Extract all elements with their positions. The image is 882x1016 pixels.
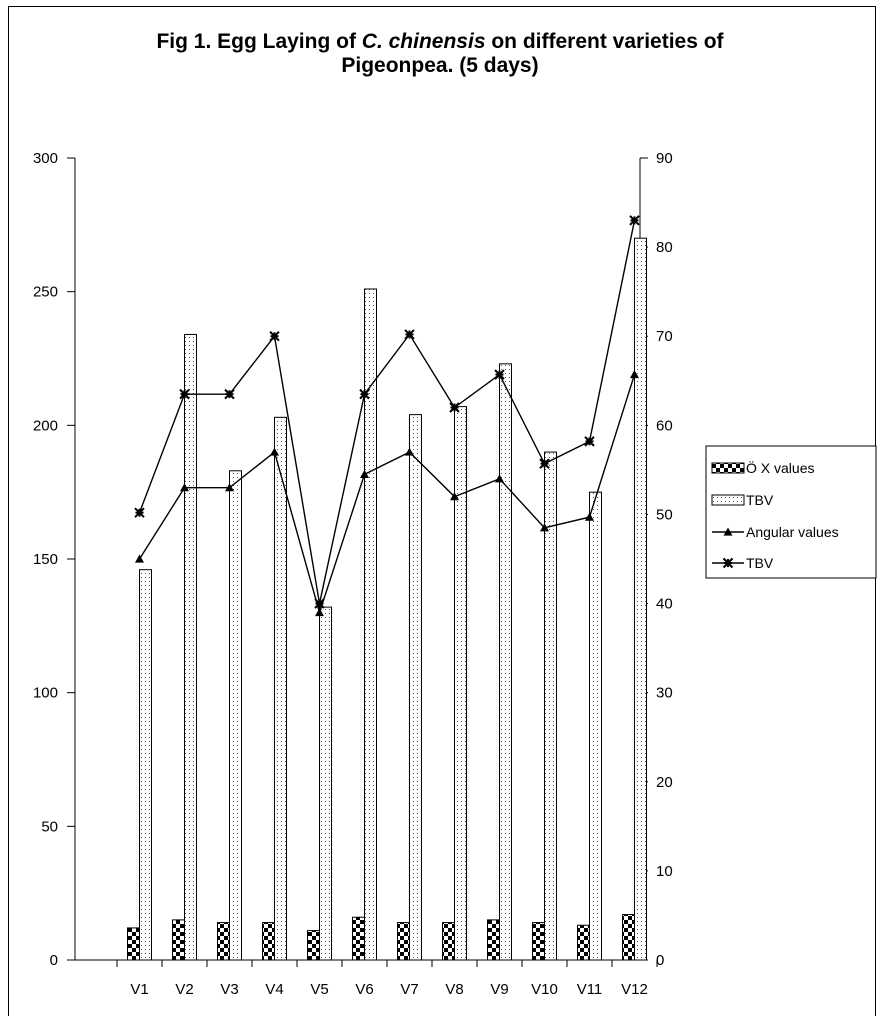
x-axis-tick-label: V11 — [577, 981, 603, 998]
bar — [487, 919, 500, 961]
x-axis-tick-label: V2 — [175, 981, 193, 998]
x-axis-tick-label: V7 — [400, 981, 418, 998]
bar — [577, 924, 590, 961]
bar — [454, 406, 467, 961]
bars — [127, 237, 647, 961]
bar — [532, 922, 545, 961]
title-part-1: Fig 1. Egg Laying of — [156, 30, 362, 53]
point-star — [629, 215, 640, 226]
x-axis-tick-label: V3 — [220, 981, 238, 998]
right-axis-tick-label: 70 — [656, 328, 673, 345]
bar — [499, 363, 512, 961]
point-triangle — [360, 469, 369, 478]
point-star — [494, 369, 505, 380]
title-part-2: on different varieties of — [485, 30, 724, 53]
bar — [409, 414, 422, 961]
bar — [307, 930, 320, 961]
point-triangle — [585, 512, 594, 521]
bar — [229, 470, 242, 961]
bar — [184, 333, 197, 961]
point-triangle — [495, 474, 504, 483]
bar — [139, 569, 152, 961]
bar — [544, 451, 557, 961]
point-star — [539, 458, 550, 469]
point-triangle — [315, 607, 324, 617]
x-axis-tick-label: V12 — [621, 981, 648, 998]
bar — [589, 491, 602, 961]
bar — [217, 922, 230, 961]
point-star — [359, 388, 370, 400]
left-axis-tick-label: 0 — [50, 952, 58, 969]
x-axis-tick-label: V10 — [531, 981, 558, 998]
legend-label: Ö X values — [746, 459, 814, 476]
chart-title: Fig 1. Egg Laying of C. chinensis on dif… — [60, 30, 820, 78]
axes: 0 50 100 150 200 250 300 0 10 20 30 40 50 60 70 80 90 V1 V… — [33, 150, 673, 998]
point-star — [269, 331, 280, 342]
title-species: C. chinensis — [361, 30, 486, 53]
point-triangle — [135, 554, 144, 563]
bar — [127, 927, 140, 961]
point-star — [224, 388, 235, 400]
right-axis-tick-label: 30 — [656, 685, 673, 702]
legend-label: TBV — [746, 492, 774, 508]
bar — [364, 288, 377, 961]
x-axis-tick-label: V9 — [490, 981, 508, 998]
point-star — [134, 507, 145, 518]
left-axis-tick-label: 50 — [41, 818, 58, 835]
point-triangle — [405, 447, 414, 456]
right-axis-tick-label: 50 — [656, 506, 673, 523]
right-axis-tick-label: 60 — [656, 417, 673, 434]
left-axis-tick-label: 150 — [33, 551, 58, 568]
legend-swatch — [711, 462, 745, 474]
x-axis-tick-label: V6 — [355, 981, 373, 998]
legend-marker — [722, 557, 734, 569]
bar — [262, 922, 275, 961]
right-axis-tick-label: 40 — [656, 596, 673, 613]
legend-label: Angular values — [746, 524, 839, 540]
point-star — [179, 388, 190, 400]
left-axis-tick-label: 200 — [33, 417, 58, 434]
right-axis-tick-label: 20 — [656, 774, 673, 791]
bar — [172, 919, 185, 961]
x-axis-tick-label: V4 — [265, 981, 283, 998]
left-axis-tick-label: 100 — [33, 685, 58, 702]
point-star — [584, 436, 595, 447]
legend-swatch — [711, 494, 745, 506]
point-star — [449, 402, 460, 413]
x-axis-tick-label: V1 — [130, 981, 148, 998]
point-triangle — [180, 483, 189, 492]
point-triangle — [450, 492, 459, 501]
series-line — [138, 374, 636, 615]
legend-label: TBV — [746, 555, 774, 571]
point-triangle — [270, 447, 279, 456]
left-axis-tick-label: 250 — [33, 284, 58, 301]
lines — [134, 215, 640, 617]
right-axis-tick-label: 90 — [656, 150, 673, 167]
point-triangle — [225, 483, 234, 492]
x-axis-tick-label: V8 — [445, 981, 463, 998]
left-axis-tick-label: 300 — [33, 150, 58, 167]
point-star — [404, 329, 415, 340]
bar — [622, 914, 635, 961]
right-axis-tick-label: 10 — [656, 863, 673, 880]
x-axis-tick-label: V5 — [310, 981, 328, 998]
bar — [397, 922, 410, 961]
title-line-2: Pigeonpea. (5 days) — [341, 54, 539, 77]
right-axis-tick-label: 0 — [656, 952, 664, 969]
right-axis-tick-label: 80 — [656, 239, 673, 256]
point-star — [314, 598, 325, 609]
bar — [634, 237, 647, 961]
bar — [274, 416, 287, 961]
point-triangle — [630, 370, 639, 379]
series-line — [138, 220, 636, 604]
bar — [352, 916, 365, 961]
point-triangle — [540, 523, 549, 532]
legend: Ö X values TBV Angular values TBV — [705, 445, 877, 579]
bar — [442, 922, 455, 961]
legend-marker — [723, 527, 733, 536]
bar — [319, 606, 332, 961]
